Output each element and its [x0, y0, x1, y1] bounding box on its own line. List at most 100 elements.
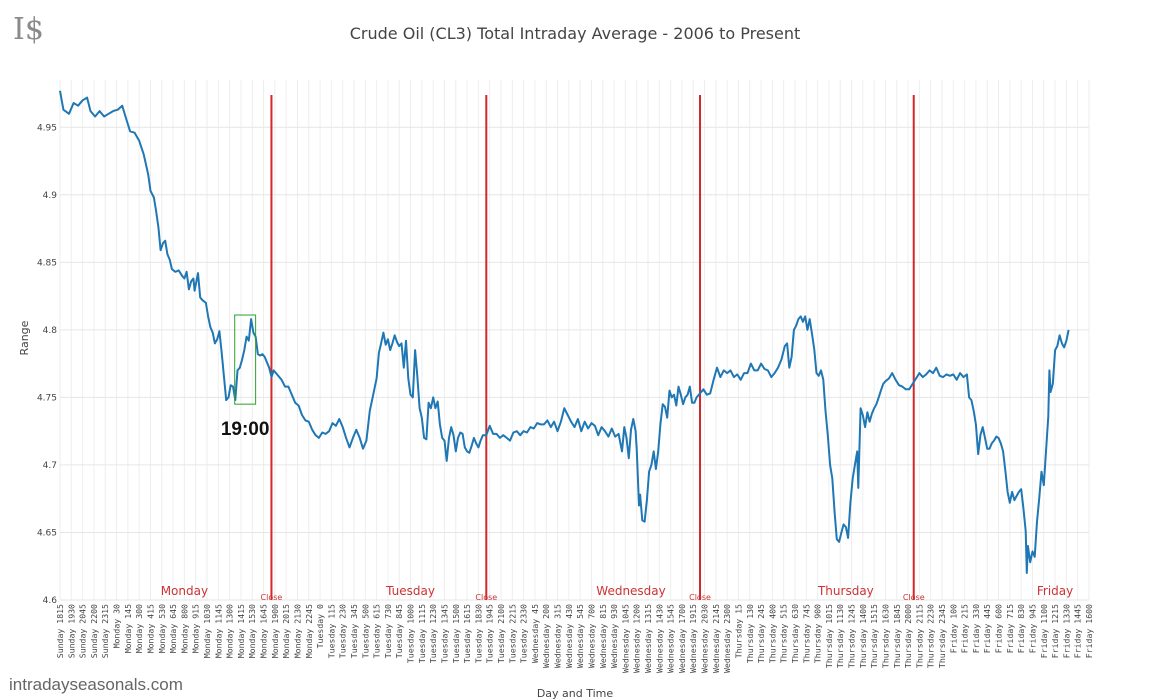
- x-tick-label: Thursday 2115: [914, 604, 924, 668]
- x-tick-label: Friday 445: [982, 604, 992, 653]
- x-tick-label: Thursday 1845: [892, 604, 902, 668]
- x-tick-label: Thursday 900: [813, 604, 823, 663]
- x-tick-label: Sunday 2200: [89, 604, 99, 658]
- day-label: Tuesday: [385, 584, 435, 598]
- x-tick-label: Thursday 630: [790, 604, 800, 663]
- x-tick-label: Tuesday 345: [349, 604, 359, 658]
- x-tick-label: Wednesday 430: [564, 604, 574, 668]
- x-tick-label: Thursday 745: [801, 604, 811, 663]
- y-tick-labels: 4.6 4.65 4.7 4.75 4.8 4.85 4.9 4.95: [37, 123, 57, 606]
- x-tick-label: Monday 1900: [270, 604, 280, 658]
- x-tick-label: Tuesday 1345: [439, 604, 449, 663]
- x-tick-label: Wednesday 2300: [722, 604, 732, 673]
- x-tick-label: Wednesday 1700: [677, 604, 687, 673]
- site-logo: I$: [13, 12, 44, 47]
- x-tick-label: Friday 715: [1005, 604, 1015, 653]
- y-tick-label: 4.85: [37, 258, 57, 268]
- day-labels: Monday Tuesday Wednesday Thursday Friday: [161, 584, 1074, 598]
- x-tick-label: Friday 1445: [1073, 604, 1083, 658]
- x-tick-label: Wednesday 930: [609, 604, 619, 668]
- x-tick-label: Tuesday 615: [372, 604, 382, 658]
- watermark: intradayseasonals.com: [9, 675, 183, 694]
- x-tick-label: Tuesday 1500: [451, 604, 461, 663]
- x-tick-label: Friday 330: [971, 604, 981, 653]
- x-axis-label: Day and Time: [537, 687, 614, 700]
- x-tick-label: Monday 2130: [292, 604, 302, 658]
- x-tick-label: Friday 600: [994, 604, 1004, 653]
- x-tick-label: Sunday 1815: [55, 604, 65, 658]
- x-tick-label: Tuesday 1615: [462, 604, 472, 663]
- x-tick-label: Monday 645: [168, 604, 178, 653]
- y-tick-label: 4.65: [37, 528, 57, 538]
- x-tick-label: Friday 830: [1016, 604, 1026, 653]
- x-tick-label: Friday 1600: [1084, 604, 1094, 658]
- x-tick-label: Tuesday 1945: [485, 604, 495, 663]
- x-tick-label: Friday 100: [948, 604, 958, 653]
- y-tick-label: 4.7: [43, 461, 57, 471]
- x-tick-label: Tuesday 845: [394, 604, 404, 658]
- x-tick-label: Thursday 245: [756, 604, 766, 663]
- y-gridlines: [60, 126, 1089, 601]
- y-tick-label: 4.8: [43, 326, 58, 336]
- close-label: Close: [903, 593, 925, 602]
- x-tick-label: Wednesday 1430: [654, 604, 664, 673]
- highlight-box: [234, 314, 257, 405]
- x-tick-label: Friday 1215: [1050, 604, 1060, 658]
- x-tick-label: Friday 945: [1027, 604, 1037, 653]
- x-tick-label: Wednesday 2030: [700, 604, 710, 673]
- x-tick-label: Monday 2245: [304, 604, 314, 658]
- x-tick-label: Wednesday 1915: [688, 604, 698, 673]
- x-tick-label: Tuesday 2100: [496, 604, 506, 663]
- x-tick-label: Monday 1530: [247, 604, 257, 658]
- y-tick-label: 4.9: [43, 191, 58, 201]
- x-tick-label: Friday 1100: [1039, 604, 1049, 658]
- day-label: Monday: [161, 584, 208, 598]
- x-tick-label: Monday 2015: [281, 604, 291, 658]
- highlight-label: 19:00: [221, 419, 270, 440]
- close-label: Close: [261, 593, 283, 602]
- x-tick-label: Monday 30: [112, 604, 122, 648]
- x-tick-label: Tuesday 115: [326, 604, 336, 658]
- x-tick-label: Thursday 1515: [869, 604, 879, 668]
- x-tick-label: Thursday 2000: [903, 604, 913, 668]
- x-tick-label: Thursday 2230: [926, 604, 936, 668]
- close-markers: Close Close Close Close: [261, 95, 925, 602]
- x-tick-label: Monday 1145: [213, 604, 223, 658]
- series-layer: [59, 90, 1070, 574]
- x-tick-label: Thursday 1245: [847, 604, 857, 668]
- x-tick-labels: Sunday 1815 Sunday 1930 Sunday 2045 Sunday …: [55, 604, 1094, 673]
- x-tick-label: Friday 215: [960, 604, 970, 653]
- highlight-layer: 19:00: [221, 314, 270, 440]
- y-tick-label: 4.95: [37, 123, 57, 133]
- x-tick-label: Wednesday 45: [530, 604, 540, 663]
- x-tick-label: Wednesday 1545: [666, 604, 676, 673]
- x-tick-label: Wednesday 2145: [711, 604, 721, 673]
- x-tick-label: Monday 1645: [259, 604, 269, 658]
- x-tick-label: Thursday 1400: [858, 604, 868, 668]
- x-tick-label: Tuesday 1230: [428, 604, 438, 663]
- y-tick-label: 4.6: [43, 596, 58, 606]
- x-tick-label: Tuesday 1115: [417, 604, 427, 663]
- x-tick-label: Thursday 1630: [880, 604, 890, 668]
- close-label: Close: [475, 593, 497, 602]
- x-tick-label: Wednesday 315: [553, 604, 563, 668]
- x-tick-label: Wednesday 1315: [643, 604, 653, 673]
- x-tick-label: Wednesday 545: [575, 604, 585, 668]
- x-tick-label: Monday 1300: [225, 604, 235, 658]
- x-tick-label: Thursday 2345: [937, 604, 947, 668]
- x-tick-label: Wednesday 1045: [620, 604, 630, 673]
- x-tick-label: Sunday 2315: [100, 604, 110, 658]
- day-label: Friday: [1037, 584, 1073, 598]
- x-tick-label: Monday 145: [123, 604, 133, 653]
- x-tick-label: Monday 1415: [236, 604, 246, 658]
- x-tick-label: Tuesday 1000: [406, 604, 416, 663]
- x-tick-label: Monday 800: [179, 604, 189, 653]
- day-label: Thursday: [817, 584, 874, 598]
- x-gridlines: [59, 80, 1090, 600]
- x-tick-label: Thursday 15: [733, 604, 743, 658]
- x-tick-label: Monday 530: [157, 604, 167, 653]
- x-tick-label: Thursday 515: [779, 604, 789, 663]
- x-tick-label: Monday 300: [134, 604, 144, 653]
- close-label: Close: [689, 593, 711, 602]
- x-tick-label: Monday 1030: [202, 604, 212, 658]
